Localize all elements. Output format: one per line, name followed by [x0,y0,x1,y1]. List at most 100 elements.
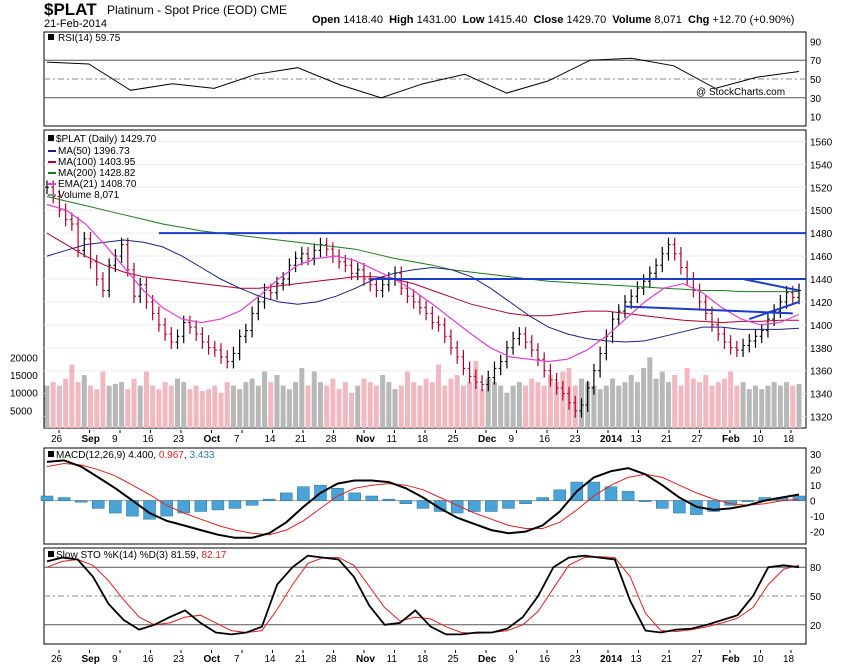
volume-bar [429,382,435,428]
volume-bar [647,357,653,428]
x-axis-upper-tick-label: 25 [448,434,460,445]
macd-histogram-bar [638,500,652,502]
price-legend-swatch [48,135,54,141]
x-axis-upper-tick-label: 2014 [600,434,623,445]
volume-bar [187,389,193,428]
volume-bar [324,385,330,428]
volume-bar [746,389,752,428]
x-axis-upper-tick-label: 23 [173,434,185,445]
macd-histogram-bar [502,500,515,509]
volume-bar [230,385,236,428]
rsi-title: RSI(14) 59.75 [58,33,121,44]
macd-histogram-bar [519,500,532,504]
ma50-line [46,239,800,343]
x-axis-upper-tick-label: 23 [570,434,582,445]
sto-title-part: 82.17 [201,550,226,561]
volume-bar [50,382,56,428]
macd-histogram-bar [485,500,498,512]
volume-bar [697,382,703,428]
volume-bar [603,385,609,428]
volume-bar [119,382,125,428]
volume-bar [784,382,790,428]
macd-histogram-bar [587,481,601,501]
volume-bar [218,392,224,428]
volume-tick-label: 15000 [10,371,38,382]
x-axis-lower-tick-label: 2014 [600,654,623,665]
volume-bar [554,382,560,428]
price-tick-label: 1420 [810,298,833,309]
sto-title-part: 81.59, [171,550,202,561]
volume-bar [237,389,243,428]
macd-histogram-bar [194,500,208,512]
macd-histogram-bar [536,497,549,501]
volume-bar [404,371,410,428]
sto-k-line [46,554,800,636]
x-axis-lower-tick-label: 18 [417,654,429,665]
macd-histogram-bar [741,500,754,502]
x-axis-upper-tick-label: 14 [265,434,277,445]
volume-bar [473,360,479,428]
price-tick-label: 1400 [810,321,833,332]
volume-bar [634,382,640,428]
price-tick-label: 1480 [810,229,833,240]
price-tick-label: 1320 [810,413,833,424]
sto-tick-label: 20 [810,621,822,632]
x-axis-upper-tick-label: 16 [143,434,155,445]
sto-tick-label: 50 [810,592,822,603]
macd-tick-label: 20 [810,466,822,477]
volume-bar [715,382,721,428]
macd-histogram-bar [228,500,242,509]
volume-value: 8,071 [654,14,682,26]
volume-bar [479,389,485,428]
rsi-tick-label: 10 [810,113,822,124]
volume-bar [293,382,299,428]
volume-bar [690,378,696,428]
volume-bar [386,382,392,428]
volume-bar [616,385,622,428]
x-axis-upper-tick-label: 9 [509,434,515,445]
macd-histogram-bar [673,500,686,514]
x-axis-lower-tick-label: Sep [82,654,100,665]
volume-bar [299,368,305,428]
volume-bar [591,385,597,428]
volume-bar [280,385,286,428]
volume-bar [131,378,137,428]
volume-bar [355,385,361,428]
macd-histogram-bar [553,489,566,501]
price-tick-label: 1460 [810,252,833,263]
macd-histogram-bar [57,497,71,501]
volume-bar [460,385,466,428]
volume-bar [150,385,156,428]
volume-bar [436,364,442,428]
watermark: @ StockCharts.com [696,87,785,98]
ma200-legend-label: MA(200) 1428.82 [58,168,136,179]
rsi-tick-label: 90 [810,37,822,48]
price-tick-label: 1440 [810,275,833,286]
chg-value: +12.70 (+0.90%) [712,14,795,26]
volume-bar [317,382,323,428]
x-axis-upper-tick-label: 28 [326,434,338,445]
volume-bar [206,389,212,428]
volume-bar [69,364,75,428]
macd-histogram-bar [40,495,54,501]
volume-label: Volume [612,14,652,26]
volume-bar [168,385,174,428]
macd-line [46,459,800,539]
volume-bar [417,385,423,428]
volume-bar [112,383,118,428]
x-axis-upper-tick-label: 18 [417,434,429,445]
volume-bar [56,385,62,428]
volume-bar [44,385,50,428]
x-axis-lower-tick-label: 9 [509,654,515,665]
volume-bar [423,378,429,428]
price-title: $PLAT (Daily) 1429.70 [56,134,157,145]
trend-line [748,300,800,321]
x-axis-lower-tick-label: Nov [356,654,375,665]
x-axis-upper-tick-label: 10 [753,434,765,445]
macd-histogram-bar [604,486,618,501]
x-axis-lower-tick-label: Oct [204,654,221,665]
ma200-line [46,196,799,293]
x-axis-lower-tick-label: 11 [387,654,398,665]
volume-bar [703,375,709,428]
volume-bar [175,378,181,428]
